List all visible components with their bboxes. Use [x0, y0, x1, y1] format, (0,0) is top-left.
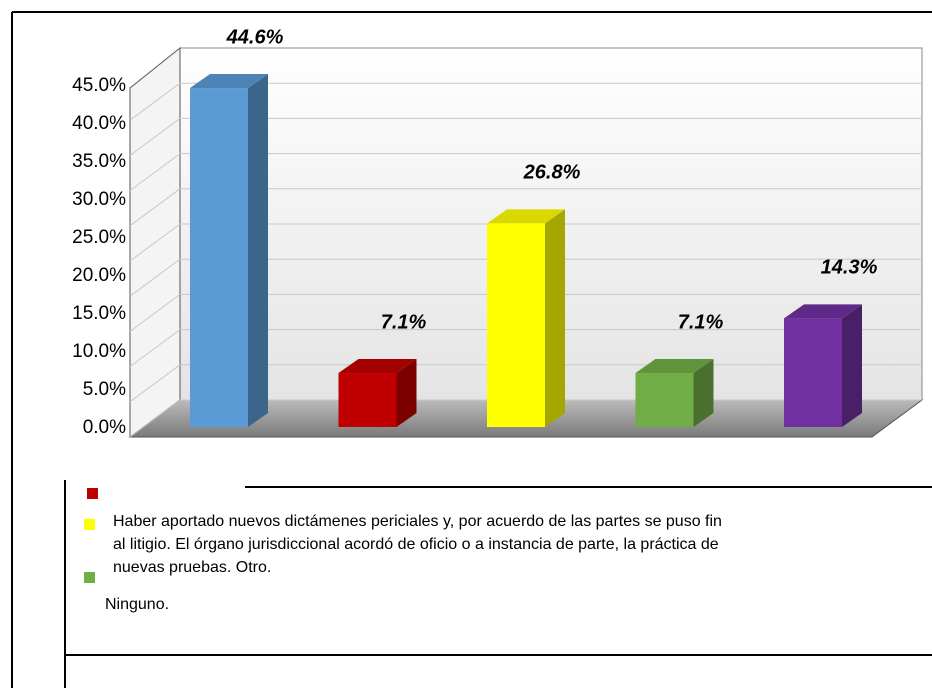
legend-text: al litigio. El órgano jurisdiccional aco… [113, 536, 719, 553]
y-tick-label: 5.0% [83, 379, 126, 400]
legend-swatch [87, 488, 98, 499]
legend-text: Haber aportado nuevos dictámenes pericia… [113, 513, 722, 530]
y-tick-label: 30.0% [72, 189, 126, 210]
bar-side [248, 74, 268, 427]
value-label: 44.6% [226, 26, 284, 48]
bar-side [842, 304, 862, 427]
bar-side [396, 359, 417, 427]
grid-line [129, 293, 181, 332]
legend-text: nuevas pruebas. Otro. [113, 559, 271, 576]
value-label: 7.1% [678, 311, 724, 333]
bar [635, 373, 694, 427]
y-tick-label: 25.0% [72, 227, 126, 248]
value-label: 14.3% [821, 257, 878, 279]
grid-line [129, 223, 181, 262]
grid-line [129, 399, 181, 438]
y-tick-label: 15.0% [72, 303, 126, 324]
y-tick-label: 20.0% [72, 265, 126, 286]
grid-line [129, 188, 181, 227]
grid-line [129, 82, 181, 121]
bar-top [190, 74, 268, 89]
bar-top [338, 359, 417, 374]
grid-line [129, 117, 181, 156]
grid-line [129, 364, 181, 403]
bar-side [693, 359, 714, 427]
y-tick-label: 40.0% [72, 113, 126, 134]
legend-swatch [84, 519, 95, 530]
legend-text: Ninguno. [105, 596, 169, 613]
y-tick-label: 10.0% [72, 341, 126, 362]
y-tick-label: 0.0% [83, 417, 126, 438]
legend-swatch [84, 572, 95, 583]
bar [784, 318, 842, 427]
bar-top [635, 359, 714, 374]
bar-side [545, 209, 565, 427]
bar [338, 373, 397, 427]
bar-top [784, 304, 862, 319]
bar [190, 88, 248, 427]
bar [487, 223, 545, 427]
grid-line [129, 258, 181, 297]
value-label: 26.8% [523, 162, 581, 184]
y-tick-label: 35.0% [72, 151, 126, 172]
grid-line [129, 329, 181, 368]
y-tick-label: 45.0% [72, 75, 126, 96]
value-label: 7.1% [381, 311, 427, 333]
grid-line [129, 153, 181, 192]
bar-top [487, 209, 565, 224]
